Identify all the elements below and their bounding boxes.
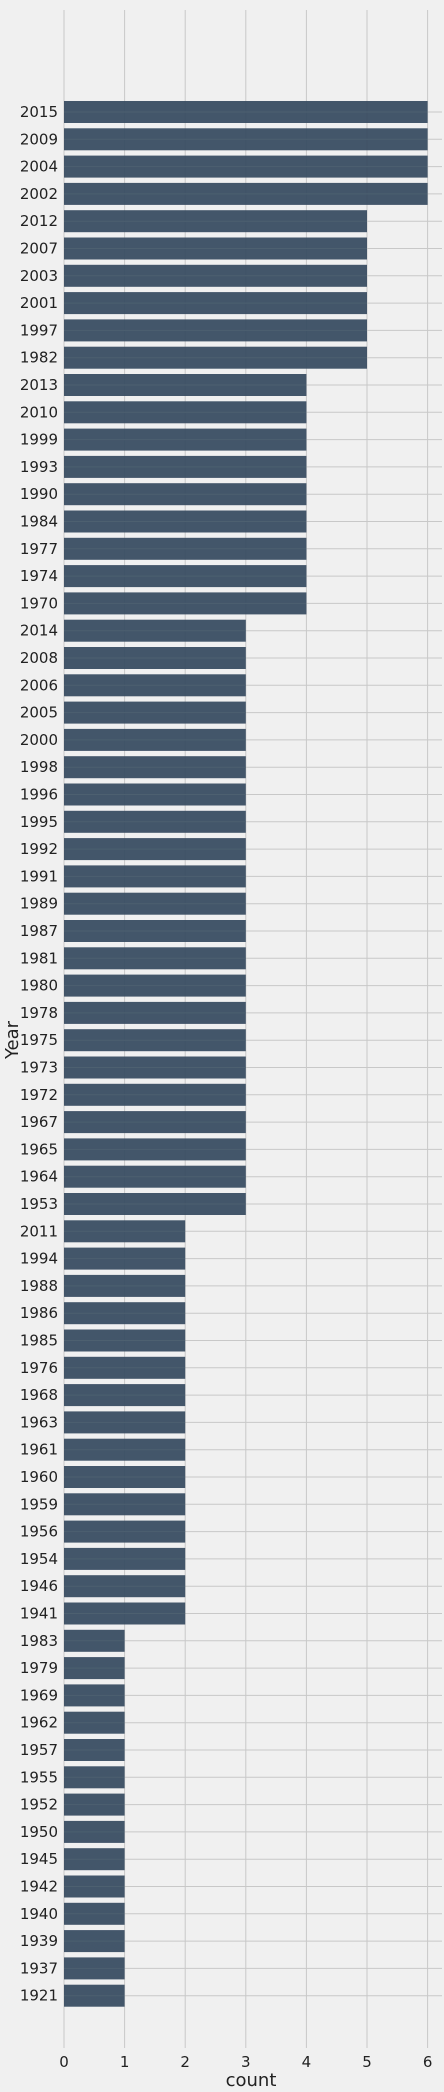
y-tick-label: 1992 bbox=[20, 840, 58, 858]
y-tick-label: 1981 bbox=[20, 949, 58, 967]
y-tick-label: 1968 bbox=[20, 1386, 58, 1404]
y-tick-label: 1984 bbox=[20, 513, 58, 531]
y-tick-labels: 2015 2009 2004 2002 2012 2007 2003 2001 1997 1982… bbox=[20, 103, 58, 2005]
y-tick-label: 1972 bbox=[20, 1086, 58, 1104]
x-tick-label: 5 bbox=[362, 2053, 372, 2071]
x-tick-label: 3 bbox=[241, 2053, 251, 2071]
x-axis-title: count bbox=[226, 2070, 277, 2091]
y-tick-label: 1987 bbox=[20, 922, 58, 940]
y-tick-label: 2008 bbox=[20, 649, 58, 667]
y-tick-label: 2003 bbox=[20, 267, 58, 285]
x-tick-label: 6 bbox=[423, 2053, 433, 2071]
y-tick-label: 1950 bbox=[20, 1823, 58, 1841]
y-tick-label: 1973 bbox=[20, 1059, 58, 1077]
y-tick-label: 2014 bbox=[20, 622, 58, 640]
y-tick-label: 2004 bbox=[20, 158, 58, 176]
y-tick-label: 1977 bbox=[20, 540, 58, 558]
x-tick-label: 0 bbox=[59, 2053, 69, 2071]
y-tick-label: 2002 bbox=[20, 185, 58, 203]
y-tick-label: 1991 bbox=[20, 867, 58, 885]
x-tick-label: 2 bbox=[180, 2053, 190, 2071]
y-tick-label: 1959 bbox=[20, 1495, 58, 1513]
y-tick-label: 1942 bbox=[20, 1878, 58, 1896]
x-tick-label: 4 bbox=[302, 2053, 312, 2071]
y-axis-title: Year bbox=[2, 1020, 23, 1060]
y-tick-label: 2010 bbox=[20, 403, 58, 421]
y-tick-label: 1957 bbox=[20, 1741, 58, 1759]
y-tick-label: 1995 bbox=[20, 813, 58, 831]
y-tick-label: 1964 bbox=[20, 1168, 58, 1186]
y-tick-label: 1986 bbox=[20, 1304, 58, 1322]
y-tick-label: 1994 bbox=[20, 1250, 58, 1268]
y-tick-label: 1990 bbox=[20, 485, 58, 503]
y-tick-label: 1939 bbox=[20, 1932, 58, 1950]
y-tick-label: 1961 bbox=[20, 1441, 58, 1459]
y-tick-label: 1946 bbox=[20, 1577, 58, 1595]
y-tick-label: 1983 bbox=[20, 1632, 58, 1650]
y-tick-label: 2012 bbox=[20, 212, 58, 230]
y-tick-label: 1976 bbox=[20, 1359, 58, 1377]
y-tick-label: 1980 bbox=[20, 977, 58, 995]
y-tick-label: 1997 bbox=[20, 321, 58, 339]
y-tick-label: 1993 bbox=[20, 458, 58, 476]
y-tick-label: 1967 bbox=[20, 1113, 58, 1131]
y-tick-label: 1955 bbox=[20, 1768, 58, 1786]
y-tick-label: 1954 bbox=[20, 1550, 58, 1568]
y-tick-label: 1953 bbox=[20, 1195, 58, 1213]
y-tick-label: 1982 bbox=[20, 349, 58, 367]
y-tick-label: 1978 bbox=[20, 1004, 58, 1022]
y-tick-label: 1975 bbox=[20, 1031, 58, 1049]
y-tick-label: 1941 bbox=[20, 1605, 58, 1623]
y-tick-label: 1999 bbox=[20, 431, 58, 449]
y-tick-label: 1969 bbox=[20, 1686, 58, 1704]
y-tick-label: 1989 bbox=[20, 895, 58, 913]
x-tick-label: 1 bbox=[120, 2053, 130, 2071]
y-tick-label: 1998 bbox=[20, 758, 58, 776]
y-tick-label: 2015 bbox=[20, 103, 58, 121]
y-tick-label: 1979 bbox=[20, 1659, 58, 1677]
y-tick-label: 1940 bbox=[20, 1905, 58, 1923]
x-tick-labels: 0 1 2 3 4 5 6 bbox=[59, 2053, 432, 2071]
y-tick-label: 2001 bbox=[20, 294, 58, 312]
y-tick-label: 2013 bbox=[20, 376, 58, 394]
y-tick-label: 1937 bbox=[20, 1959, 58, 1977]
y-tick-label: 1962 bbox=[20, 1714, 58, 1732]
y-tick-label: 1963 bbox=[20, 1413, 58, 1431]
y-tick-label: 2007 bbox=[20, 240, 58, 258]
y-tick-label: 2009 bbox=[20, 130, 58, 148]
y-tick-label: 1974 bbox=[20, 567, 58, 585]
y-tick-label: 1921 bbox=[20, 1987, 58, 2005]
y-tick-label: 1996 bbox=[20, 786, 58, 804]
y-tick-label: 1956 bbox=[20, 1523, 58, 1541]
y-tick-label: 1965 bbox=[20, 1140, 58, 1158]
bar-layer bbox=[64, 101, 428, 2007]
y-tick-label: 1960 bbox=[20, 1468, 58, 1486]
y-tick-label: 1988 bbox=[20, 1277, 58, 1295]
y-tick-label: 1952 bbox=[20, 1796, 58, 1814]
y-tick-label: 2005 bbox=[20, 704, 58, 722]
y-tick-label: 1985 bbox=[20, 1332, 58, 1350]
y-tick-label: 2006 bbox=[20, 676, 58, 694]
y-tick-label: 1970 bbox=[20, 594, 58, 612]
y-tick-label: 1945 bbox=[20, 1850, 58, 1868]
y-tick-label: 2000 bbox=[20, 731, 58, 749]
y-tick-label: 2011 bbox=[20, 1222, 58, 1240]
